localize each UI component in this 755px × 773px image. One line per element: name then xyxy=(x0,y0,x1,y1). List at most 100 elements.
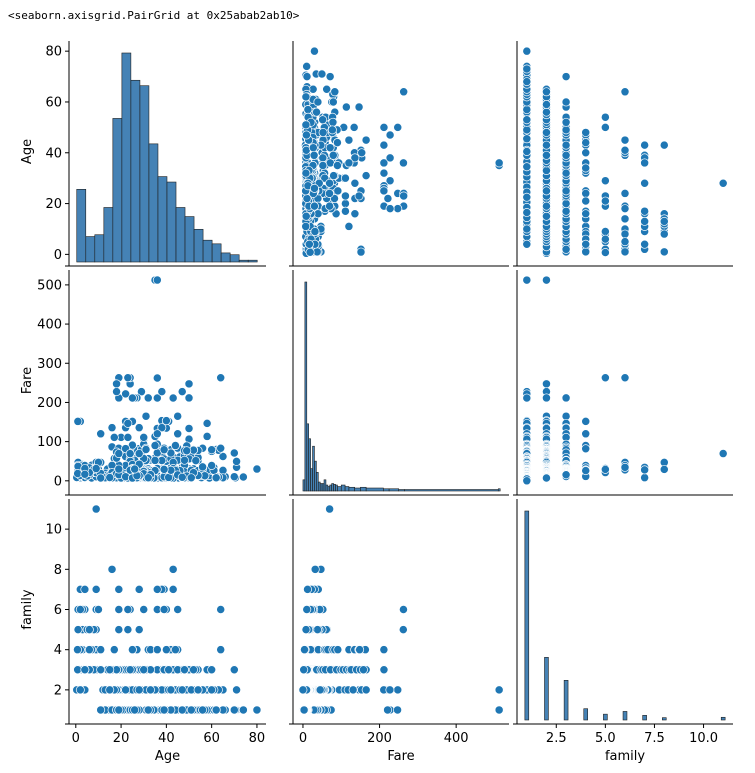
scatter-point xyxy=(354,102,364,112)
scatter-point xyxy=(542,211,551,221)
scatter-point xyxy=(659,229,669,239)
scatter-point xyxy=(399,191,409,201)
scatter-point xyxy=(542,107,551,117)
scatter-point xyxy=(522,64,532,74)
scatter-point xyxy=(301,120,311,130)
scatter-point xyxy=(229,705,239,715)
scatter-point xyxy=(344,221,354,231)
scatter-point xyxy=(640,140,650,150)
scatter-point xyxy=(659,216,669,226)
scatter-point xyxy=(325,188,334,198)
scatter-point xyxy=(152,645,162,655)
scatter-point xyxy=(640,216,650,226)
scatter-point xyxy=(581,239,591,249)
hist-bar-fare xyxy=(497,488,501,492)
scatter-point xyxy=(202,418,212,428)
scatter-point xyxy=(522,192,532,202)
scatter-point xyxy=(91,464,101,474)
scatter-point xyxy=(301,625,311,635)
scatter-point xyxy=(522,147,532,156)
hist-bar-age xyxy=(166,181,177,263)
x-tick-label: 400 xyxy=(444,731,469,746)
scatter-point xyxy=(152,429,162,439)
scatter-point xyxy=(561,150,571,160)
scatter-point xyxy=(170,441,180,450)
scatter-point xyxy=(198,462,208,472)
scatter-point xyxy=(542,140,551,150)
scatter-point xyxy=(146,685,155,695)
scatter-point xyxy=(186,473,196,483)
x-tick-label: 0 xyxy=(299,731,307,746)
hist-bar-family xyxy=(642,715,647,721)
scatter-point xyxy=(318,161,328,170)
scatter-point xyxy=(329,171,339,181)
y-tick-label: 6 xyxy=(54,603,62,618)
scatter-point xyxy=(96,473,106,483)
scatter-point xyxy=(325,143,335,153)
scatter-point xyxy=(123,605,133,614)
scatter-point xyxy=(581,148,591,158)
scatter-point xyxy=(114,449,124,459)
x-tick-label: 40 xyxy=(158,731,175,746)
scatter-point xyxy=(522,134,532,144)
scatter-point xyxy=(308,143,318,153)
y-tick-label: 300 xyxy=(37,357,62,372)
scatter-point xyxy=(157,423,167,433)
scatter-point xyxy=(143,705,153,715)
scatter-point xyxy=(600,122,610,132)
scatter-point xyxy=(125,449,135,459)
hist-bar-age xyxy=(112,118,123,263)
scatter-point xyxy=(105,665,115,675)
hist-bar-fare xyxy=(404,489,499,492)
hist-bar-age xyxy=(175,207,186,263)
scatter-point xyxy=(109,432,119,442)
scatter-point xyxy=(207,685,217,695)
scatter-point xyxy=(385,130,395,140)
scatter-point xyxy=(581,188,591,198)
hist-bar-fare xyxy=(348,486,355,492)
scatter-point xyxy=(123,418,133,428)
scatter-point xyxy=(542,150,551,160)
scatter-point xyxy=(137,387,146,397)
scatter-point xyxy=(139,665,149,675)
scatter-point xyxy=(180,665,189,675)
scatter-point xyxy=(522,224,532,234)
scatter-point xyxy=(107,423,117,433)
scatter-point xyxy=(522,46,532,56)
scatter-point xyxy=(309,201,319,211)
scatter-point xyxy=(581,416,591,426)
scatter-point xyxy=(620,229,630,239)
scatter-point xyxy=(581,138,591,148)
scatter-point xyxy=(561,117,571,127)
scatter-point xyxy=(238,705,248,715)
scatter-point xyxy=(620,237,630,247)
scatter-point xyxy=(112,379,122,389)
scatter-point xyxy=(359,665,368,675)
scatter-point xyxy=(350,209,360,219)
scatter-point xyxy=(600,248,610,257)
scatter-point xyxy=(344,158,354,168)
scatter-point xyxy=(600,464,610,474)
x-tick-label: 5.0 xyxy=(595,731,616,746)
y-tick-label: 4 xyxy=(54,643,62,658)
hist-bar-age xyxy=(211,243,222,263)
scatter-point xyxy=(620,135,630,145)
scatter-point xyxy=(354,191,364,201)
x-tick-label: 0 xyxy=(72,731,80,746)
scatter-point xyxy=(207,665,217,675)
scatter-point xyxy=(134,449,144,459)
y-tick-label: 500 xyxy=(37,278,62,293)
scatter-point xyxy=(96,645,106,655)
scatter-point xyxy=(581,127,591,137)
scatter-point xyxy=(173,429,183,439)
scatter-point xyxy=(114,625,124,635)
scatter-point xyxy=(348,685,358,695)
x-tick-label: 2.5 xyxy=(546,731,567,746)
scatter-point xyxy=(494,705,504,715)
scatter-point xyxy=(522,162,532,172)
scatter-point xyxy=(159,445,169,455)
scatter-point xyxy=(383,194,393,203)
scatter-point xyxy=(522,105,532,115)
scatter-point xyxy=(107,564,117,574)
